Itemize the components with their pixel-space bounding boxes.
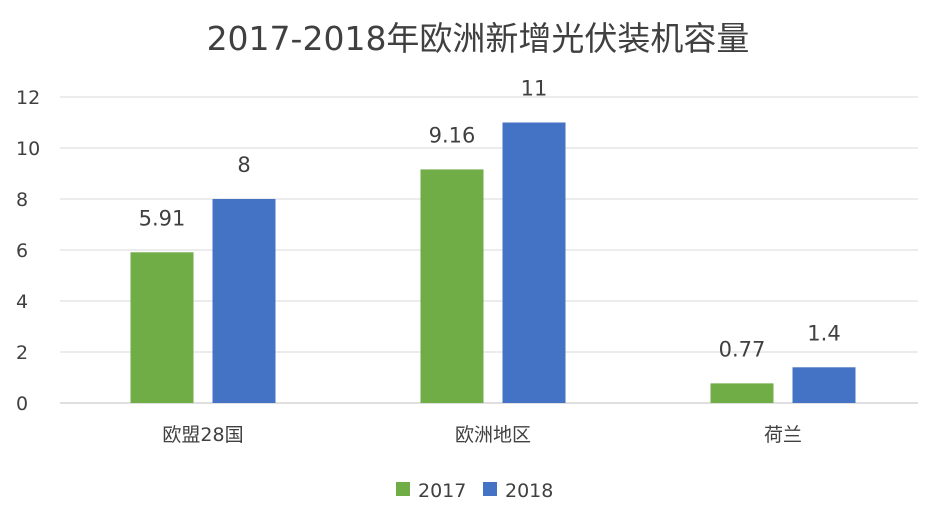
bar-2017-0 [130,252,194,403]
y-tick-label: 0 [16,393,28,415]
legend-swatch-2017 [396,482,410,496]
bar-2017-2 [710,383,774,403]
y-tick-label: 4 [16,291,28,313]
legend-label-2017: 2017 [418,480,466,502]
data-label-2017-2: 0.77 [719,337,766,361]
bars [130,122,856,403]
y-tick-label: 6 [16,240,28,262]
data-label-2017-0: 5.91 [139,206,186,230]
x-axis-categories: 欧盟28国 欧洲地区 荷兰 [162,424,802,446]
legend: 2017 2018 [396,480,553,502]
gridlines [60,96,918,404]
x-category-label: 欧盟28国 [162,424,243,446]
data-label-2018-1: 11 [521,77,548,101]
y-tick-label: 8 [16,189,28,211]
data-label-2018-2: 1.4 [807,321,840,345]
bar-2018-2 [792,367,856,403]
data-label-2018-0: 8 [237,153,250,177]
data-labels: 5.91 9.16 0.77 8 11 1.4 [139,77,841,362]
bar-2017-1 [420,169,484,403]
x-category-label: 欧洲地区 [455,424,531,446]
y-tick-label: 10 [16,138,40,160]
legend-swatch-2018 [483,482,497,496]
chart-title: 2017-2018年欧洲新增光伏装机容量 [207,19,750,58]
y-axis-ticks: 0 2 4 6 8 10 12 [16,87,40,415]
x-category-label: 荷兰 [764,424,802,446]
bar-2018-1 [502,122,566,403]
bar-2018-0 [212,199,276,403]
y-tick-label: 2 [16,342,28,364]
data-label-2017-1: 9.16 [429,123,476,147]
y-tick-label: 12 [16,87,40,109]
legend-label-2018: 2018 [505,480,553,502]
